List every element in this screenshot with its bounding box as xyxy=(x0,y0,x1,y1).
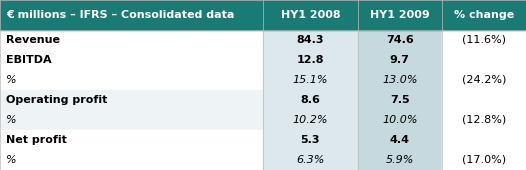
Bar xyxy=(358,130,442,150)
Text: 74.6: 74.6 xyxy=(386,35,413,45)
Text: Revenue: Revenue xyxy=(6,35,60,45)
Bar xyxy=(358,30,442,50)
Text: 4.4: 4.4 xyxy=(390,135,410,145)
Text: 9.7: 9.7 xyxy=(390,55,410,65)
Bar xyxy=(442,150,526,170)
Text: 7.5: 7.5 xyxy=(390,95,410,105)
Bar xyxy=(442,50,526,70)
Bar xyxy=(358,90,442,110)
Text: (11.6%): (11.6%) xyxy=(462,35,506,45)
Text: %: % xyxy=(6,75,17,85)
Bar xyxy=(0,130,263,150)
Bar xyxy=(263,130,358,150)
Bar xyxy=(0,0,526,30)
Bar xyxy=(0,90,263,110)
Text: 10.2%: 10.2% xyxy=(292,115,328,125)
Bar xyxy=(0,110,263,130)
Bar xyxy=(0,150,263,170)
Text: 5.9%: 5.9% xyxy=(386,155,414,165)
Bar xyxy=(263,50,358,70)
Text: 84.3: 84.3 xyxy=(297,35,324,45)
Text: 13.0%: 13.0% xyxy=(382,75,418,85)
Bar xyxy=(263,70,358,90)
Bar xyxy=(263,90,358,110)
Bar xyxy=(0,30,263,50)
Text: 8.6: 8.6 xyxy=(300,95,320,105)
Text: 6.3%: 6.3% xyxy=(296,155,325,165)
Text: HY1 2009: HY1 2009 xyxy=(370,10,430,20)
Text: %: % xyxy=(6,115,17,125)
Bar xyxy=(442,70,526,90)
Bar xyxy=(442,90,526,110)
Bar xyxy=(358,70,442,90)
Bar xyxy=(0,70,263,90)
Text: HY1 2008: HY1 2008 xyxy=(280,10,340,20)
Text: € millions – IFRS – Consolidated data: € millions – IFRS – Consolidated data xyxy=(6,10,235,20)
Text: 10.0%: 10.0% xyxy=(382,115,418,125)
Bar xyxy=(263,150,358,170)
Bar xyxy=(263,30,358,50)
Text: % change: % change xyxy=(454,10,514,20)
Text: 12.8: 12.8 xyxy=(297,55,324,65)
Text: 15.1%: 15.1% xyxy=(292,75,328,85)
Bar xyxy=(263,110,358,130)
Text: 5.3: 5.3 xyxy=(300,135,320,145)
Bar xyxy=(442,110,526,130)
Text: (24.2%): (24.2%) xyxy=(462,75,506,85)
Bar xyxy=(0,50,263,70)
Bar xyxy=(442,130,526,150)
Bar xyxy=(358,150,442,170)
Bar xyxy=(358,110,442,130)
Text: Net profit: Net profit xyxy=(6,135,67,145)
Text: %: % xyxy=(6,155,17,165)
Text: Operating profit: Operating profit xyxy=(6,95,108,105)
Text: EBITDA: EBITDA xyxy=(6,55,52,65)
Text: (17.0%): (17.0%) xyxy=(462,155,506,165)
Bar xyxy=(358,50,442,70)
Bar xyxy=(442,30,526,50)
Text: (12.8%): (12.8%) xyxy=(462,115,506,125)
